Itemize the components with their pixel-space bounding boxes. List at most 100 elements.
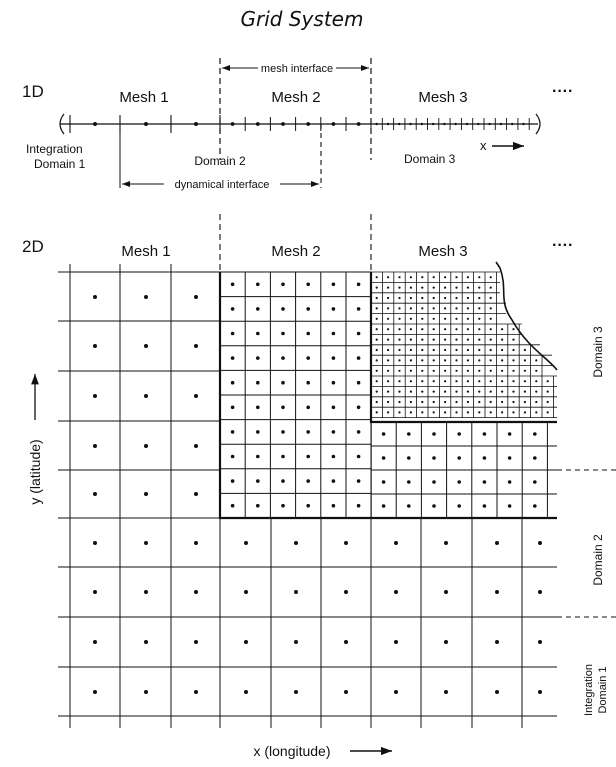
coarse-grid-point: [93, 344, 97, 348]
one-d-point: [431, 122, 435, 126]
coarse-grid-point: [344, 640, 348, 644]
fine-grid-point: [489, 276, 492, 279]
one-d-point: [477, 122, 480, 126]
one-d-mesh-2-label: Mesh 2: [271, 89, 320, 106]
fine-grid-point: [409, 400, 412, 404]
fine-grid-point: [444, 400, 447, 404]
fine-grid-point: [455, 359, 458, 362]
medium-grid-point: [255, 380, 260, 385]
one-d-ticks: [70, 115, 529, 133]
fine-grid-point: [432, 380, 435, 383]
fine-grid-point: [398, 411, 401, 414]
medium-grid-point: [432, 480, 436, 484]
coarse-grid-point: [495, 541, 499, 545]
fine-grid-point: [444, 380, 447, 383]
fine-grid-point: [409, 307, 412, 310]
fine-grid-point: [489, 400, 492, 404]
medium-grid-point: [381, 432, 386, 436]
coarse-grid-point: [344, 690, 348, 694]
coarse-grid-point: [144, 344, 148, 348]
one-d-point: [409, 122, 412, 126]
one-d-ellipsis: ····: [552, 83, 573, 100]
two-d-mesh-1-label: Mesh 1: [121, 243, 170, 260]
fine-grid-point: [535, 359, 538, 362]
coarse-grid-point: [444, 590, 448, 594]
fine-grid-point: [546, 390, 549, 393]
medium-grid-point: [281, 380, 285, 385]
fine-grid-point: [398, 296, 401, 300]
medium-grid-point: [281, 282, 285, 287]
fine-grid-point: [421, 328, 424, 331]
medium-grid-point: [407, 456, 411, 460]
fine-grid-point: [409, 338, 412, 341]
fine-grid-point: [512, 369, 515, 372]
x-axis-label: x (longitude): [253, 743, 330, 759]
fine-grid-point: [444, 328, 447, 331]
medium-grid-point: [482, 504, 487, 508]
fine-grid-point: [455, 400, 458, 404]
fine-grid-point: [421, 348, 424, 352]
medium-grid-point: [381, 456, 386, 460]
two-d-mesh-3-label: Mesh 3: [418, 243, 467, 260]
fine-grid-point: [387, 369, 390, 372]
fine-grid-point: [432, 317, 435, 320]
fine-grid-point: [478, 411, 481, 414]
fine-grid-point: [455, 328, 458, 331]
fine-grid-point: [421, 400, 424, 404]
medium-grid-point: [356, 380, 361, 385]
fine-grid-point: [478, 286, 481, 289]
one-d-point: [281, 122, 285, 126]
fine-grid-point: [421, 286, 424, 289]
right-break-mark: [536, 114, 540, 134]
medium-grid-point: [407, 504, 411, 508]
fine-grid-point: [409, 369, 412, 372]
medium-grid-point: [432, 504, 436, 508]
one-d-point: [499, 122, 503, 126]
fine-grid-point: [375, 369, 378, 372]
coarse-grid-point: [144, 394, 148, 398]
fine-grid-point: [501, 348, 504, 352]
medium-grid-point: [331, 405, 336, 410]
fine-grid-point: [523, 380, 527, 383]
fine-grid-point: [455, 369, 458, 372]
coarse-grid-point: [144, 640, 148, 644]
fine-grid-point: [478, 348, 481, 352]
fine-grid-point: [409, 359, 412, 362]
fine-grid-point: [432, 286, 435, 289]
medium-grid-point: [457, 480, 462, 484]
fine-grid-point: [387, 400, 390, 404]
fine-grid-point: [398, 307, 401, 310]
fine-grid-point: [501, 400, 504, 404]
medium-grid-point: [356, 430, 361, 434]
coarse-grid-point: [194, 492, 198, 496]
coarse-grid-point: [194, 640, 198, 644]
medium-grid-point: [457, 432, 462, 436]
fine-grid-point: [489, 338, 492, 341]
one-d-domain2-label: Domain 2: [194, 154, 246, 168]
fine-grid-point: [455, 317, 458, 320]
fine-grid-point: [375, 411, 378, 414]
medium-grid-point: [255, 282, 260, 287]
medium-grid-point: [230, 405, 235, 410]
fine-grid-point: [523, 390, 527, 393]
coarse-grid-point: [93, 394, 97, 398]
fine-grid-point: [455, 348, 458, 352]
fine-grid-point: [398, 286, 401, 289]
medium-grid-point: [306, 405, 311, 410]
coarse-grid-point: [394, 640, 398, 644]
fine-grid-point: [432, 338, 435, 341]
coarse-grid-point: [344, 590, 348, 594]
fine-grid-point: [466, 307, 469, 310]
fine-grid-point: [421, 390, 424, 393]
fine-grid-point: [501, 380, 504, 383]
fine-grid-point: [387, 359, 390, 362]
mesh-interface-label: mesh interface: [261, 63, 333, 75]
fine-grid-point: [444, 276, 447, 279]
fine-grid-point: [546, 400, 549, 404]
fine-grid-point: [375, 286, 378, 289]
fine-grid-point: [444, 359, 447, 362]
medium-grid-point: [331, 479, 336, 483]
fine-grid-point: [478, 369, 481, 372]
coarse-grid-point: [144, 590, 148, 594]
fine-grid-point: [535, 369, 538, 372]
